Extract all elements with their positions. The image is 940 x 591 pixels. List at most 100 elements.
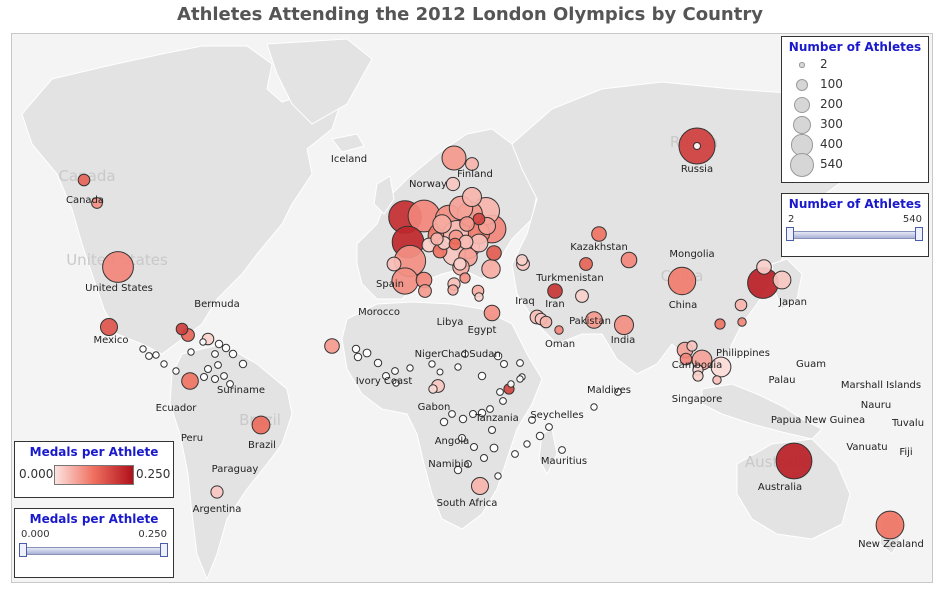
country-bubble[interactable] [535, 431, 545, 441]
country-bubble[interactable] [875, 510, 905, 540]
country-bubble[interactable] [712, 375, 722, 385]
country-bubble[interactable] [210, 485, 224, 499]
country-bubble[interactable] [91, 197, 103, 209]
country-bubble[interactable] [494, 472, 502, 480]
country-bubble[interactable] [386, 256, 402, 272]
country-bubble[interactable] [100, 318, 118, 336]
country-bubble[interactable] [554, 325, 564, 335]
country-bubble[interactable] [464, 460, 472, 468]
country-bubble[interactable] [441, 145, 467, 171]
country-bubble[interactable] [462, 187, 482, 207]
country-bubble[interactable] [430, 232, 444, 246]
country-bubble[interactable] [545, 423, 553, 431]
athlete-filter-max-handle[interactable] [915, 227, 923, 241]
country-bubble[interactable] [448, 410, 456, 418]
country-bubble[interactable] [211, 375, 219, 383]
country-bubble[interactable] [214, 339, 224, 349]
country-bubble[interactable] [477, 408, 487, 418]
country-bubble[interactable] [382, 372, 390, 380]
country-bubble[interactable] [418, 284, 432, 298]
medal-filter-max-handle[interactable] [160, 543, 168, 557]
country-bubble[interactable] [756, 259, 772, 275]
country-bubble[interactable] [454, 363, 462, 371]
country-bubble[interactable] [488, 426, 496, 434]
country-bubble[interactable] [516, 375, 524, 383]
country-bubble[interactable] [453, 465, 463, 475]
country-bubble[interactable] [477, 371, 487, 381]
country-bubble[interactable] [428, 360, 436, 368]
country-bubble[interactable] [181, 372, 199, 390]
country-bubble[interactable] [469, 410, 477, 418]
country-bubble[interactable] [238, 359, 248, 369]
country-bubble[interactable] [591, 226, 607, 242]
country-bubble[interactable] [445, 176, 461, 192]
country-bubble[interactable] [391, 367, 399, 375]
country-bubble[interactable] [221, 343, 231, 353]
country-bubble[interactable] [472, 212, 486, 226]
country-bubble[interactable] [523, 440, 531, 448]
country-bubble[interactable] [392, 379, 400, 387]
country-bubble[interactable] [500, 360, 508, 368]
country-bubble[interactable] [493, 351, 503, 361]
country-bubble[interactable] [432, 214, 452, 234]
country-bubble[interactable] [459, 272, 471, 284]
country-bubble[interactable] [406, 364, 414, 372]
country-bubble[interactable] [77, 173, 91, 187]
country-bubble[interactable] [547, 283, 563, 299]
country-bubble[interactable] [461, 350, 469, 358]
country-bubble[interactable] [693, 142, 701, 150]
country-bubble[interactable] [228, 349, 238, 359]
athlete-filter-min-handle[interactable] [786, 227, 794, 241]
country-bubble[interactable] [324, 338, 340, 354]
medal-filter-min-handle[interactable] [19, 543, 27, 557]
country-bubble[interactable] [499, 397, 507, 405]
country-bubble[interactable] [539, 315, 553, 329]
country-bubble[interactable] [353, 352, 363, 362]
country-bubble[interactable] [496, 388, 504, 396]
country-bubble[interactable] [614, 388, 622, 396]
country-bubble[interactable] [458, 414, 468, 424]
country-bubble[interactable] [734, 298, 748, 312]
country-bubble[interactable] [775, 442, 813, 480]
country-bubble[interactable] [211, 350, 219, 358]
country-bubble[interactable] [102, 251, 134, 283]
country-bubble[interactable] [458, 234, 474, 250]
country-bubble[interactable] [160, 360, 168, 368]
country-bubble[interactable] [251, 415, 271, 435]
country-bubble[interactable] [439, 417, 449, 427]
country-bubble[interactable] [204, 365, 212, 373]
country-bubble[interactable] [772, 270, 792, 290]
country-bubble[interactable] [459, 216, 475, 232]
country-bubble[interactable] [470, 443, 478, 451]
country-bubble[interactable] [453, 257, 467, 271]
country-bubble[interactable] [516, 359, 524, 367]
athlete-filter-track[interactable] [790, 231, 920, 239]
country-bubble[interactable] [220, 372, 228, 380]
country-bubble[interactable] [558, 446, 566, 454]
country-bubble[interactable] [139, 345, 147, 353]
country-bubble[interactable] [585, 311, 603, 329]
country-bubble[interactable] [471, 477, 489, 495]
country-bubble[interactable] [428, 384, 438, 394]
country-bubble[interactable] [199, 338, 207, 346]
country-bubble[interactable] [214, 361, 222, 369]
country-bubble[interactable] [486, 245, 502, 261]
country-bubble[interactable] [575, 289, 589, 303]
country-bubble[interactable] [511, 450, 519, 458]
medal-filter-track[interactable] [23, 547, 165, 555]
country-bubble[interactable] [507, 380, 515, 388]
country-bubble[interactable] [486, 405, 494, 413]
country-bubble[interactable] [474, 292, 484, 302]
country-bubble[interactable] [590, 403, 598, 411]
country-bubble[interactable] [620, 251, 638, 269]
country-bubble[interactable] [480, 454, 488, 462]
country-bubble[interactable] [481, 259, 501, 279]
country-bubble[interactable] [447, 284, 459, 296]
country-bubble[interactable] [200, 373, 208, 381]
country-bubble[interactable] [516, 254, 528, 266]
country-bubble[interactable] [489, 443, 499, 453]
country-bubble[interactable] [737, 317, 747, 327]
country-bubble[interactable] [351, 344, 361, 354]
country-bubble[interactable] [187, 348, 195, 356]
country-bubble[interactable] [145, 352, 153, 360]
